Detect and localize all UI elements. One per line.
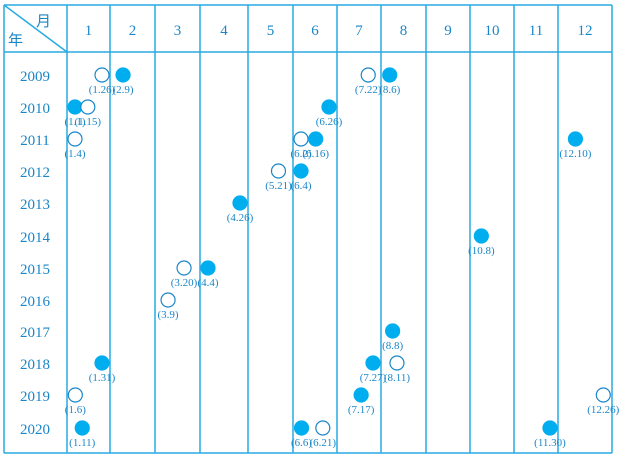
data-points: (1.26)(2.9) (7.22)(8.6) (1.1)(1.15) (6.26) (…: [64, 67, 620, 449]
filled-marker: [293, 420, 310, 436]
hollow-marker: [67, 387, 83, 403]
year-label: 2016: [20, 294, 51, 310]
point-label: (2.9): [113, 84, 134, 96]
point-label: (3.9): [158, 309, 179, 321]
month-header: 11: [529, 23, 543, 39]
point-label: (11.30): [534, 437, 566, 449]
filled-marker: [308, 131, 324, 147]
point-label: (3.20): [171, 277, 198, 289]
point-label: (1.4): [64, 148, 85, 160]
filled-marker: [293, 163, 309, 179]
point-label: (7.17): [348, 404, 375, 416]
month-header: 2: [129, 23, 137, 39]
point-label: (1.15): [75, 116, 102, 128]
filled-marker: [365, 355, 381, 371]
year-label: 2011: [20, 133, 49, 149]
point-label: (1.1): [64, 116, 85, 128]
point-label: (4.26): [227, 212, 254, 224]
year-label: 2009: [20, 69, 50, 85]
point-label: (4.4): [197, 277, 218, 289]
month-header: 12: [578, 23, 593, 39]
hollow-marker: [176, 260, 192, 276]
filled-marker: [74, 420, 90, 436]
month-header: 7: [355, 23, 363, 39]
point-label: (6.16): [302, 148, 329, 160]
month-header: 1: [85, 23, 93, 39]
point-label: (6.4): [290, 180, 311, 192]
year-label: 2010: [20, 101, 50, 117]
hollow-marker: [160, 292, 176, 308]
point-label: (12.26): [587, 404, 619, 416]
filled-marker: [232, 195, 248, 211]
filled-marker: [567, 131, 584, 147]
year-label: 2013: [20, 197, 50, 213]
hollow-marker: [360, 67, 376, 83]
filled-marker: [382, 67, 398, 83]
point-label: (6.26): [316, 116, 343, 128]
point-label: (10.8): [468, 245, 495, 257]
corner-year-label: 年: [8, 31, 23, 49]
point-label: (8.6): [379, 84, 400, 96]
filled-marker: [200, 260, 216, 276]
point-label: (6.6): [291, 437, 312, 449]
point-label: (1.31): [89, 372, 116, 384]
month-header: 5: [267, 23, 275, 39]
month-header: 6: [311, 23, 319, 39]
point-label: (5.21): [265, 180, 292, 192]
point-label: (6.2): [290, 148, 311, 160]
month-header: 10: [485, 23, 500, 39]
corner-diagonal: [3, 4, 68, 53]
grid: [3, 4, 613, 454]
point-label: (7.27): [360, 372, 387, 384]
point-label: (1.26): [89, 84, 116, 96]
year-label: 2019: [20, 389, 50, 405]
year-label: 2018: [20, 357, 50, 373]
point-label: (8.8): [382, 340, 403, 352]
year-label: 2017: [20, 325, 51, 341]
year-label: 2015: [20, 262, 50, 278]
month-header: 3: [174, 23, 182, 39]
month-header: 4: [220, 23, 228, 39]
year-label: 2012: [20, 165, 50, 181]
filled-marker: [94, 355, 110, 371]
month-header: 8: [400, 23, 408, 39]
filled-marker: [321, 99, 337, 115]
corner-month-label: 月: [36, 12, 51, 30]
year-column: 2009 2010 2011 2012 2013 2014 2015 2016 2017 2018…: [20, 69, 51, 438]
point-label: (7.22): [355, 84, 382, 96]
point-label: (1.11): [69, 437, 96, 449]
point-label: (8.11): [384, 372, 411, 384]
filled-marker: [67, 99, 83, 115]
hollow-marker: [94, 67, 110, 83]
hollow-marker: [595, 387, 611, 403]
point-label: (6.21): [310, 437, 337, 449]
point-label: (1.6): [65, 404, 86, 416]
hollow-marker: [80, 99, 96, 115]
filled-marker: [353, 387, 369, 403]
hollow-marker: [315, 420, 331, 436]
hollow-marker: [270, 163, 287, 179]
filled-marker: [385, 323, 401, 339]
hollow-marker: [389, 355, 405, 371]
filled-marker: [542, 420, 558, 436]
hollow-marker: [67, 131, 83, 147]
hollow-marker: [293, 131, 309, 147]
header-row: 月 年 1 2 3 4 5 6 7 8 9 10 11 12: [8, 12, 593, 49]
year-label: 2020: [20, 422, 50, 438]
point-label: (12.10): [559, 148, 591, 160]
filled-marker: [115, 67, 131, 83]
month-header: 9: [444, 23, 452, 39]
filled-marker: [473, 228, 489, 244]
year-label: 2014: [20, 230, 51, 246]
